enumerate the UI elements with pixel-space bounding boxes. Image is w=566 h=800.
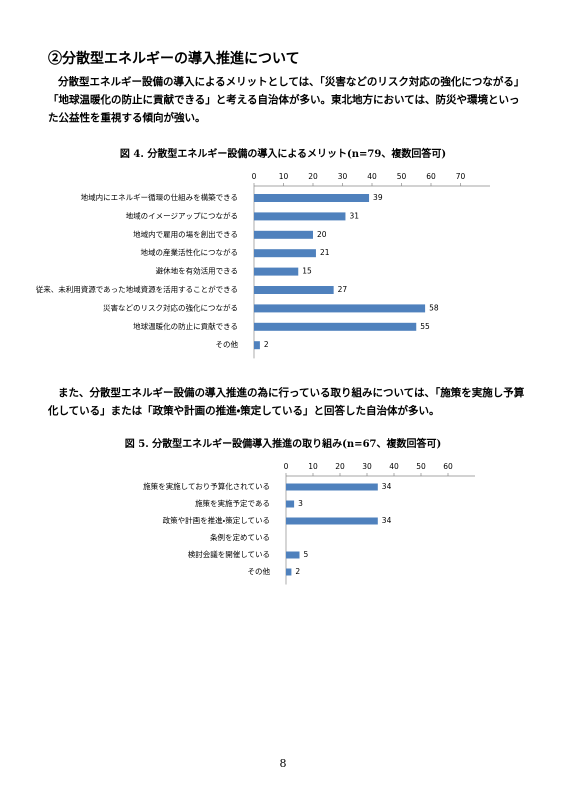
chart-title: 図 4. 分散型エネルギー設備の導入によるメリット(n=79、複数回答可) [119, 149, 447, 160]
bar [254, 267, 299, 276]
x-tick-label: 40 [367, 172, 377, 181]
bar [254, 212, 346, 221]
x-tick-label: 0 [252, 172, 257, 181]
x-tick-label: 40 [389, 462, 399, 471]
y-tick-label: その他 [248, 566, 271, 576]
x-tick-label: 60 [426, 172, 436, 181]
y-tick-label: 施策を実施しており予算化されている [143, 481, 270, 491]
x-tick-label: 30 [338, 172, 348, 181]
bar [254, 249, 316, 258]
x-tick-label: 20 [308, 172, 318, 181]
y-tick-label: 施策を実施予定である [195, 498, 270, 508]
y-tick-label: 条例を定めている [210, 532, 270, 542]
data-label: 55 [420, 322, 430, 331]
y-tick-label: 地球温暖化の防止に貢献できる [133, 321, 238, 331]
bar [254, 322, 417, 331]
bar [286, 500, 295, 508]
y-tick-label: 従来、未利用資源であった地域資源を活用することができる [36, 284, 238, 294]
data-label: 3 [298, 499, 303, 508]
data-label: 31 [349, 211, 359, 220]
data-label: 39 [373, 193, 383, 202]
y-tick-label: 地域内にエネルギー循環の仕組みを構築できる [81, 192, 238, 202]
data-label: 5 [304, 550, 309, 559]
y-tick-label: 災害などのリスク対応の強化につながる [103, 302, 238, 312]
bar [254, 304, 426, 313]
bar [286, 483, 378, 491]
x-tick-label: 50 [397, 172, 407, 181]
y-tick-label: 地域の産業活性化につながる [141, 247, 239, 257]
data-label: 20 [317, 230, 327, 239]
x-tick-label: 30 [362, 462, 372, 471]
y-tick-label: 政策や計画を推進・策定している [163, 515, 270, 525]
paragraph: 分散型エネルギー設備の導入によるメリットとしては、「災害などのリスク対応の強化に… [48, 76, 525, 124]
bar [286, 517, 378, 525]
data-label: 21 [320, 248, 330, 257]
x-tick-label: 10 [308, 462, 318, 471]
x-tick-label: 10 [279, 172, 289, 181]
y-tick-label: 検討会議を開催している [188, 549, 270, 559]
data-label: 2 [264, 340, 269, 349]
page-number: 8 [279, 757, 287, 770]
chart: 0 10 20 30 40 50 60 施策を実施しており予算化されている 34 施策を実施予定で… [143, 462, 475, 585]
bar [254, 341, 260, 350]
data-label: 2 [295, 567, 300, 576]
y-tick-label: その他 [216, 339, 239, 349]
x-tick-label: 70 [456, 172, 466, 181]
y-tick-label: 避休地を有効活用できる [156, 266, 238, 276]
data-label: 34 [382, 516, 392, 525]
bar [286, 568, 292, 576]
bar [254, 286, 334, 294]
y-tick-label: 地域のイメージアップにつながる [126, 210, 238, 220]
bar [286, 551, 300, 559]
x-tick-label: 60 [443, 462, 453, 471]
bar [254, 194, 370, 202]
bar [254, 230, 313, 239]
paragraph: また、分散型エネルギー設備の導入推進の為に行っている取り組みについては、「施策を… [48, 387, 525, 417]
data-label: 27 [338, 285, 348, 294]
heading: ②分散型エネルギーの導入推進について [48, 51, 300, 67]
data-label: 58 [429, 303, 439, 312]
data-label: 34 [382, 482, 392, 491]
x-tick-label: 50 [416, 462, 426, 471]
chart: 0 10 20 30 40 50 60 70 地域内にエネルギー循環の仕組みを構築できる 39 地域… [36, 172, 490, 359]
data-label: 15 [302, 267, 312, 276]
x-tick-label: 0 [284, 462, 289, 471]
x-tick-label: 20 [335, 462, 345, 471]
chart-title: 図 5. 分散型エネルギー設備導入推進の取り組み(n=67、複数回答可) [124, 439, 442, 450]
y-tick-label: 地域内で雇用の場を創出できる [133, 229, 238, 239]
